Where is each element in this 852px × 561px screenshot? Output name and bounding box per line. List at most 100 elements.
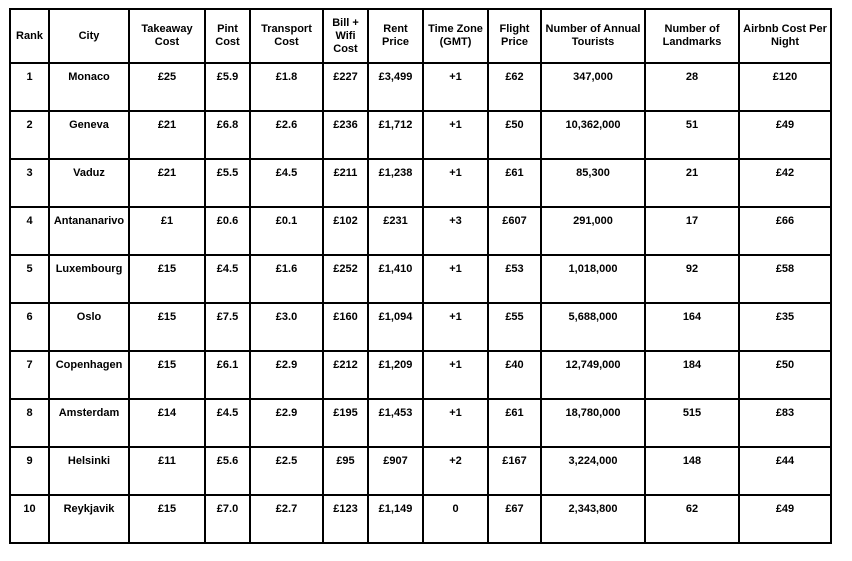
table-row: 9 Helsinki £11 £5.6 £2.5 £95 £907 +2 £167 3,224,0… (9, 446, 832, 496)
table-cell-rank: 9 (9, 446, 50, 496)
city-cost-comparison-table-container: Rank City Takeaway Cost Pint Cost Transport … (9, 8, 832, 544)
table-cell-flight-price: £61 (487, 158, 542, 208)
table-cell-pint-cost: £7.5 (204, 302, 251, 352)
table-cell-rank: 4 (9, 206, 50, 256)
table-cell-number-of-landmarks: 62 (644, 494, 740, 544)
table-cell-number-of-annual-tourists: 12,749,000 (540, 350, 646, 400)
table-row: 10 Reykjavik £15 £7.0 £2.7 £123 £1,149 0 £67 2,34… (9, 494, 832, 544)
table-cell-bill-wifi-cost: £95 (322, 446, 369, 496)
table-row: 6 Oslo £15 £7.5 £3.0 £160 £1,094 +1 £55 5,688,000… (9, 302, 832, 352)
table-cell-bill-wifi-cost: £211 (322, 158, 369, 208)
table-cell-bill-wifi-cost: £252 (322, 254, 369, 304)
table-header: Rank City Takeaway Cost Pint Cost Transport … (9, 8, 832, 64)
table-cell-rent-price: £231 (367, 206, 424, 256)
table-cell-pint-cost: £5.6 (204, 446, 251, 496)
table-cell-city: Reykjavik (48, 494, 130, 544)
table-cell-airbnb-cost-per-night: £83 (738, 398, 832, 448)
column-header-rent-price: Rent Price (367, 8, 424, 64)
table-body: 1 Monaco £25 £5.9 £1.8 £227 £3,499 +1 £62 347,000… (9, 62, 832, 544)
table-cell-pint-cost: £4.5 (204, 254, 251, 304)
table-cell-transport-cost: £1.8 (249, 62, 324, 112)
table-cell-rent-price: £3,499 (367, 62, 424, 112)
table-cell-transport-cost: £2.7 (249, 494, 324, 544)
column-header-airbnb-cost-per-night: Airbnb Cost Per Night (738, 8, 832, 64)
table-cell-number-of-landmarks: 17 (644, 206, 740, 256)
table-cell-takeaway-cost: £1 (128, 206, 206, 256)
table-cell-rent-price: £1,712 (367, 110, 424, 160)
table-cell-city: Antananarivo (48, 206, 130, 256)
table-cell-time-zone-gmt: +3 (422, 206, 489, 256)
table-cell-transport-cost: £2.5 (249, 446, 324, 496)
table-cell-rent-price: £1,410 (367, 254, 424, 304)
table-cell-rank: 7 (9, 350, 50, 400)
table-cell-rank: 3 (9, 158, 50, 208)
table-cell-pint-cost: £5.9 (204, 62, 251, 112)
column-header-number-of-annual-tourists: Number of Annual Tourists (540, 8, 646, 64)
table-row: 7 Copenhagen £15 £6.1 £2.9 £212 £1,209 +1 £40 12,… (9, 350, 832, 400)
table-cell-number-of-annual-tourists: 85,300 (540, 158, 646, 208)
header-row: Rank City Takeaway Cost Pint Cost Transport … (9, 8, 832, 64)
column-header-rank: Rank (9, 8, 50, 64)
city-cost-comparison-table: Rank City Takeaway Cost Pint Cost Transport … (9, 8, 832, 544)
table-cell-city: Amsterdam (48, 398, 130, 448)
table-cell-flight-price: £50 (487, 110, 542, 160)
table-cell-takeaway-cost: £11 (128, 446, 206, 496)
table-cell-number-of-landmarks: 148 (644, 446, 740, 496)
table-cell-takeaway-cost: £15 (128, 254, 206, 304)
table-cell-pint-cost: £4.5 (204, 398, 251, 448)
table-cell-number-of-annual-tourists: 5,688,000 (540, 302, 646, 352)
table-cell-flight-price: £53 (487, 254, 542, 304)
table-row: 5 Luxembourg £15 £4.5 £1.6 £252 £1,410 +1 £53 1,0… (9, 254, 832, 304)
table-cell-rent-price: £1,453 (367, 398, 424, 448)
table-cell-rent-price: £907 (367, 446, 424, 496)
table-cell-rank: 2 (9, 110, 50, 160)
table-cell-number-of-landmarks: 92 (644, 254, 740, 304)
table-cell-flight-price: £607 (487, 206, 542, 256)
table-cell-flight-price: £167 (487, 446, 542, 496)
table-cell-time-zone-gmt: +1 (422, 110, 489, 160)
table-cell-pint-cost: £6.8 (204, 110, 251, 160)
table-cell-flight-price: £62 (487, 62, 542, 112)
table-cell-takeaway-cost: £21 (128, 110, 206, 160)
table-row: 4 Antananarivo £1 £0.6 £0.1 £102 £231 +3 £607 291… (9, 206, 832, 256)
table-cell-number-of-landmarks: 164 (644, 302, 740, 352)
column-header-takeaway-cost: Takeaway Cost (128, 8, 206, 64)
table-cell-transport-cost: £2.9 (249, 398, 324, 448)
table-cell-rank: 6 (9, 302, 50, 352)
table-cell-city: Monaco (48, 62, 130, 112)
table-cell-airbnb-cost-per-night: £42 (738, 158, 832, 208)
table-cell-takeaway-cost: £14 (128, 398, 206, 448)
table-cell-airbnb-cost-per-night: £58 (738, 254, 832, 304)
table-cell-city: Geneva (48, 110, 130, 160)
table-cell-bill-wifi-cost: £227 (322, 62, 369, 112)
table-cell-bill-wifi-cost: £123 (322, 494, 369, 544)
table-cell-pint-cost: £7.0 (204, 494, 251, 544)
table-cell-rank: 5 (9, 254, 50, 304)
table-cell-rank: 1 (9, 62, 50, 112)
table-cell-transport-cost: £2.9 (249, 350, 324, 400)
table-row: 2 Geneva £21 £6.8 £2.6 £236 £1,712 +1 £50 10,362,… (9, 110, 832, 160)
table-cell-takeaway-cost: £21 (128, 158, 206, 208)
column-header-bill-wifi-cost: Bill + Wifi Cost (322, 8, 369, 64)
column-header-time-zone-gmt: Time Zone (GMT) (422, 8, 489, 64)
table-cell-rent-price: £1,094 (367, 302, 424, 352)
table-cell-flight-price: £40 (487, 350, 542, 400)
table-row: 8 Amsterdam £14 £4.5 £2.9 £195 £1,453 +1 £61 18,7… (9, 398, 832, 448)
table-cell-number-of-annual-tourists: 1,018,000 (540, 254, 646, 304)
table-row: 3 Vaduz £21 £5.5 £4.5 £211 £1,238 +1 £61 85,300 21… (9, 158, 832, 208)
table-cell-flight-price: £55 (487, 302, 542, 352)
table-cell-city: Oslo (48, 302, 130, 352)
table-cell-bill-wifi-cost: £212 (322, 350, 369, 400)
table-cell-number-of-landmarks: 51 (644, 110, 740, 160)
table-cell-time-zone-gmt: +1 (422, 254, 489, 304)
table-cell-number-of-landmarks: 515 (644, 398, 740, 448)
table-cell-bill-wifi-cost: £195 (322, 398, 369, 448)
table-cell-transport-cost: £4.5 (249, 158, 324, 208)
table-cell-airbnb-cost-per-night: £35 (738, 302, 832, 352)
table-cell-pint-cost: £6.1 (204, 350, 251, 400)
table-cell-airbnb-cost-per-night: £66 (738, 206, 832, 256)
table-cell-rent-price: £1,149 (367, 494, 424, 544)
table-cell-time-zone-gmt: +1 (422, 158, 489, 208)
table-cell-transport-cost: £3.0 (249, 302, 324, 352)
table-cell-city: Vaduz (48, 158, 130, 208)
